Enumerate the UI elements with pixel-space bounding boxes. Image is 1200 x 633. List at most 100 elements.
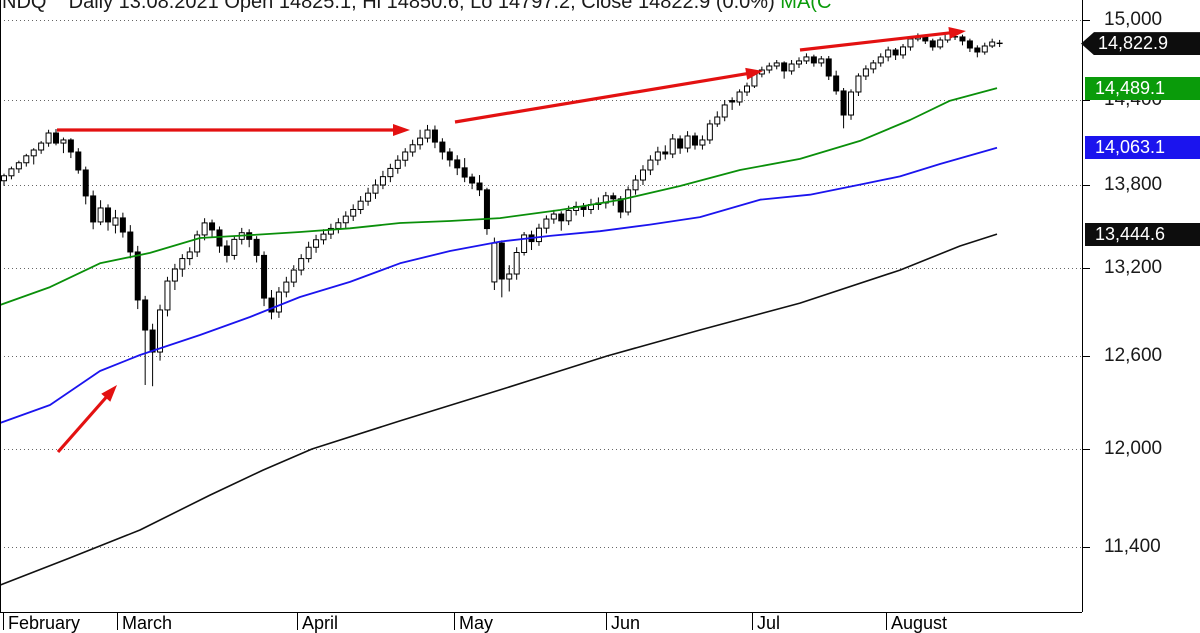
candle-up [907, 38, 914, 48]
candle-up [736, 91, 743, 103]
candle-down [216, 229, 223, 247]
candle-up [632, 179, 639, 191]
price-axis-label: 13,200 [1104, 257, 1163, 278]
candle-down [446, 151, 453, 161]
candle-up [409, 144, 416, 153]
candle-up [862, 68, 869, 77]
candle-down [439, 141, 446, 153]
candle-up [773, 62, 780, 67]
candle-down [461, 167, 468, 178]
chart-title: NDQ Daily 13.08.2021 Open 14825.1, Hi 14… [2, 0, 831, 14]
candle-up [989, 41, 996, 47]
candle-up [313, 239, 320, 248]
candle-down [82, 169, 89, 197]
candle-down [105, 207, 112, 223]
price-axis-label: 11,400 [1104, 536, 1161, 557]
chart-title-ohlc-text: NDQ Daily 13.08.2021 Open 14825.1, Hi 14… [2, 0, 781, 13]
candle-up [721, 104, 728, 118]
candle-up [766, 65, 773, 71]
candle-up [283, 281, 290, 293]
candle-up [275, 291, 282, 313]
candle-down [476, 182, 483, 191]
candle-up [231, 238, 238, 256]
candle-down [209, 222, 216, 231]
candle-up [900, 46, 907, 56]
candle-up [164, 280, 171, 311]
candle-up [1, 175, 7, 182]
candle-up [506, 273, 513, 280]
ma-green-tag: 14,489.1 [1085, 76, 1200, 100]
candle-up [684, 135, 691, 149]
candle-up [706, 123, 713, 141]
trend-arrow-line [799, 30, 959, 52]
trend-arrow-head [948, 26, 966, 39]
candle-down [119, 217, 126, 233]
candle-up [394, 159, 401, 169]
candle-down [149, 329, 156, 353]
candle-up [23, 155, 30, 164]
candle-down [134, 251, 141, 301]
month-label: April [302, 613, 339, 633]
trend-arrow-line [454, 70, 756, 124]
candle-down [90, 195, 97, 223]
month-label: Jun [611, 613, 641, 633]
candle-down [677, 138, 684, 149]
candle-down [483, 189, 490, 230]
candle-up [8, 168, 15, 177]
candle-up [97, 207, 104, 223]
month-label: May [459, 613, 494, 633]
candle-down [691, 135, 698, 146]
candle-up [699, 139, 706, 146]
candle-down [498, 242, 505, 280]
candle-down [253, 238, 260, 256]
candle-up [550, 213, 557, 220]
ma-blue-line [0, 146, 998, 424]
candle-up [543, 218, 550, 229]
candle-up [521, 234, 528, 254]
candle-up [298, 258, 305, 271]
candle-up [625, 189, 632, 213]
candle-down [825, 58, 832, 77]
candle-up [513, 252, 520, 275]
candle-up [937, 39, 944, 48]
candle-down [469, 176, 476, 184]
candle-down [833, 75, 840, 92]
candle-up [402, 151, 409, 161]
candle-up [639, 169, 646, 181]
candle-up [387, 167, 394, 178]
candle-up [290, 269, 297, 283]
trend-arrow-head [393, 124, 410, 136]
candle-up [171, 268, 178, 282]
current-price-tag: 14,822.9 [1081, 32, 1200, 56]
chart-title-ma-indicator-text: MA(C [780, 0, 832, 13]
candle-up [15, 162, 22, 170]
candle-up [535, 227, 542, 243]
candle-up [803, 56, 810, 62]
candle-up [565, 209, 572, 222]
candle-down [959, 36, 966, 42]
trend-arrow-line [56, 389, 113, 454]
price-axis-label: 12,000 [1104, 438, 1163, 459]
ma-blue-tag: 14,063.1 [1085, 136, 1200, 160]
candle-up [186, 251, 193, 260]
candle-up [981, 45, 988, 53]
candle-down [966, 40, 973, 49]
month-label: February [8, 613, 81, 633]
candle-up [714, 116, 721, 125]
candle-down [75, 151, 82, 171]
ma-green-line [0, 87, 998, 306]
candle-up [848, 91, 855, 116]
candle-up [379, 176, 386, 186]
candle-down [610, 195, 617, 200]
candle-up [320, 233, 327, 241]
candle-up [491, 242, 498, 283]
trend-arrow-head [745, 67, 763, 80]
candle-down [929, 40, 936, 48]
candle-up [855, 75, 862, 93]
trend-arrow-head [101, 385, 117, 402]
candle-up [342, 215, 349, 224]
candle-up [870, 62, 877, 70]
candle-up [179, 258, 186, 270]
